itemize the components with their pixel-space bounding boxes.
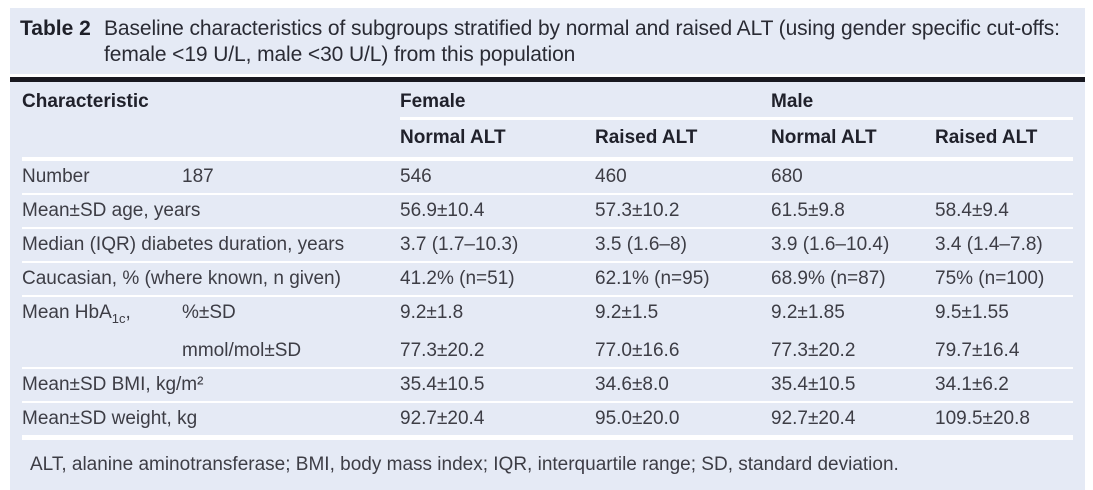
cell-male-normal: 61.5±9.8	[771, 200, 845, 221]
subheader-male-normal-alt: Normal ALT	[771, 127, 877, 148]
cell-male-normal: 9.2±1.85	[771, 302, 845, 323]
cell-female-raised: 9.2±1.5	[595, 302, 659, 323]
table-row-bmi: Mean±SD BMI, kg/m² 35.4±10.5 34.6±8.0 35…	[22, 366, 1073, 401]
header-group-row: Characteristic Female Male	[22, 82, 1073, 120]
cell-male-raised: 9.5±1.55	[935, 302, 1009, 323]
cell-male-raised: 79.7±16.4	[935, 339, 1020, 361]
cell-female-raised: 57.3±10.2	[595, 200, 680, 221]
table-caption: Table 2 Baseline characteristics of subg…	[10, 8, 1085, 74]
cell-male-raised	[935, 161, 1073, 171]
row-subvalue	[182, 403, 400, 413]
hba1c-label-subscript: 1c	[111, 310, 126, 326]
table-row-diabetes-duration: Median (IQR) diabetes duration, years 3.…	[22, 227, 1073, 261]
row-subvalue	[182, 369, 400, 379]
row-subvalue	[182, 195, 400, 205]
table-footnote: ALT, alanine aminotransferase; BMI, body…	[22, 434, 1073, 490]
column-header-characteristic: Characteristic	[22, 91, 149, 112]
cell-female-normal: 35.4±10.5	[400, 373, 485, 395]
row-subvalue	[182, 229, 400, 239]
subheader-male-raised-alt: Raised ALT	[935, 127, 1038, 148]
cell-female-normal: 3.7 (1.7–10.3)	[400, 234, 519, 255]
table-row-number: Number 187 546 460 680	[22, 161, 1073, 193]
row-label: Mean±SD age, years	[22, 200, 201, 221]
hba1c-label-prefix: Mean HbA	[22, 302, 112, 323]
table-row-age: Mean±SD age, years 56.9±10.4 57.3±10.2 6…	[22, 193, 1073, 227]
row-label	[22, 335, 182, 345]
cell-female-raised: 3.5 (1.6–8)	[595, 234, 687, 255]
cell-male-normal: 68.9% (n=87)	[771, 268, 886, 289]
table-row-hba1c-mmol: mmol/mol±SD 77.3±20.2 77.0±16.6 77.3±20.…	[22, 335, 1073, 367]
cell-male-raised: 34.1±6.2	[935, 373, 1009, 395]
cell-female-normal: 9.2±1.8	[400, 302, 464, 323]
cell-female-raised: 62.1% (n=95)	[595, 268, 710, 289]
group-header-male: Male	[771, 82, 1073, 120]
row-label-hba1c: Mean HbA1c,	[22, 297, 182, 335]
cell-female-normal: 56.9±10.4	[400, 200, 485, 221]
data-table: Characteristic Female Male Normal ALT Ra…	[10, 82, 1085, 490]
cell-male-normal: 77.3±20.2	[771, 339, 856, 361]
cell-female-normal: 41.2% (n=51)	[400, 268, 515, 289]
cell-male-raised: 58.4±9.4	[935, 200, 1009, 221]
hba1c-label-suffix: ,	[125, 302, 131, 323]
subheader-female-raised-alt: Raised ALT	[595, 127, 698, 148]
table-number-label: Table 2	[20, 17, 91, 40]
table-row-hba1c-percent: Mean HbA1c, %±SD 9.2±1.8 9.2±1.5 9.2±1.8…	[22, 295, 1073, 335]
row-subvalue: mmol/mol±SD	[182, 339, 302, 361]
cell-male-normal: 3.9 (1.6–10.4)	[771, 234, 890, 255]
cell-male-raised: 3.4 (1.4–7.8)	[935, 234, 1043, 255]
table-row-weight: Mean±SD weight, kg 92.7±20.4 95.0±20.0 9…	[22, 400, 1073, 435]
cell-female-raised: 460	[595, 166, 627, 187]
cell-female-normal: 92.7±20.4	[400, 407, 485, 429]
row-label: Number	[22, 166, 90, 187]
cell-male-raised: 109.5±20.8	[935, 407, 1030, 429]
table-row-caucasian: Caucasian, % (where known, n given) 41.2…	[22, 261, 1073, 295]
header-spacer	[22, 120, 400, 135]
row-label: Mean±SD weight, kg	[22, 407, 198, 429]
caption-divider-rule	[10, 77, 1085, 82]
cell-male-normal: 680	[771, 166, 803, 187]
cell-female-raised: 77.0±16.6	[595, 339, 680, 361]
subheader-female-normal-alt: Normal ALT	[400, 127, 506, 148]
row-subvalue	[182, 263, 400, 273]
table-title-text: Baseline characteristics of subgroups st…	[104, 17, 1060, 66]
cell-female-raised: 34.6±8.0	[595, 373, 669, 395]
header-subgroup-row: Normal ALT Raised ALT Normal ALT Raised …	[22, 120, 1073, 161]
row-subvalue: %±SD	[182, 302, 236, 323]
row-subvalue: 187	[182, 166, 214, 187]
row-label: Caucasian, % (where known, n given)	[22, 268, 341, 289]
row-label: Mean±SD BMI, kg/m²	[22, 373, 204, 395]
cell-male-raised: 75% (n=100)	[935, 268, 1045, 289]
cell-male-normal: 35.4±10.5	[771, 373, 856, 395]
cell-female-normal: 77.3±20.2	[400, 339, 485, 361]
cell-female-normal: 546	[400, 166, 432, 187]
group-header-female: Female	[400, 82, 771, 120]
cell-female-raised: 95.0±20.0	[595, 407, 680, 429]
row-label: Median (IQR) diabetes duration, years	[22, 234, 345, 255]
cell-male-normal: 92.7±20.4	[771, 407, 856, 429]
